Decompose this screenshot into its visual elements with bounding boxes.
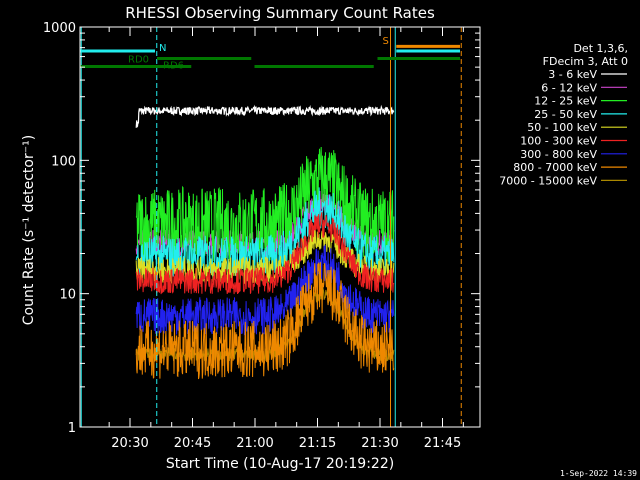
series-line-5 (135, 212, 395, 295)
x-axis-label: Start Time (10-Aug-17 20:19:22) (166, 456, 394, 472)
legend-label: 300 - 800 keV (520, 148, 597, 161)
legend-label: 12 - 25 keV (534, 95, 597, 108)
x-tick-label: 21:15 (299, 436, 336, 451)
flag-label: RD0 (128, 55, 149, 66)
x-tick-label: 20:45 (174, 436, 211, 451)
plot-frame (79, 26, 481, 428)
flag-label: RD6 (163, 61, 184, 72)
x-tick-label: 21:00 (236, 436, 273, 451)
legend-label: 25 - 50 keV (534, 108, 597, 121)
y-axis-label: Count Rate (s⁻¹ detector⁻¹) (21, 135, 37, 325)
legend-label: 100 - 300 keV (520, 135, 597, 148)
series-line-3 (135, 187, 395, 278)
series-layer (135, 104, 395, 380)
overlay-layer: RD0 RD6 N S (80, 27, 462, 427)
legend-header-line-2: FDecim 3, Att 0 (543, 55, 628, 68)
x-tick-label: 20:30 (111, 436, 148, 451)
series-line-7 (135, 262, 395, 380)
marker-label: S (383, 36, 389, 47)
axis-layer: 1 10 100 1000 20:30 20:45 21:00 21:15 21:30 21:45 (43, 21, 480, 451)
y-tick-label: 100 (51, 154, 76, 169)
chart-title: RHESSI Observing Summary Count Rates (125, 4, 435, 22)
legend-label: 6 - 12 keV (541, 81, 597, 94)
y-tick-label: 10 (59, 288, 76, 303)
y-tick-label: 1000 (43, 21, 76, 36)
x-tick-label: 21:45 (424, 436, 461, 451)
x-tick-label: 21:30 (361, 436, 398, 451)
legend-label: 3 - 6 keV (548, 68, 597, 81)
series-line-0 (135, 104, 395, 128)
legend-header-line-1: Det 1,3,6, (573, 42, 628, 55)
y-tick-label: 1 (68, 421, 76, 436)
legend-label: 50 - 100 keV (527, 121, 597, 134)
legend-label: 800 - 7000 keV (513, 161, 597, 174)
marker-label: N (159, 43, 166, 54)
series-line-6 (135, 244, 395, 336)
legend-label: 7000 - 15000 keV (499, 174, 597, 187)
footer-date: 1-Sep-2022 14:39 (560, 469, 637, 478)
